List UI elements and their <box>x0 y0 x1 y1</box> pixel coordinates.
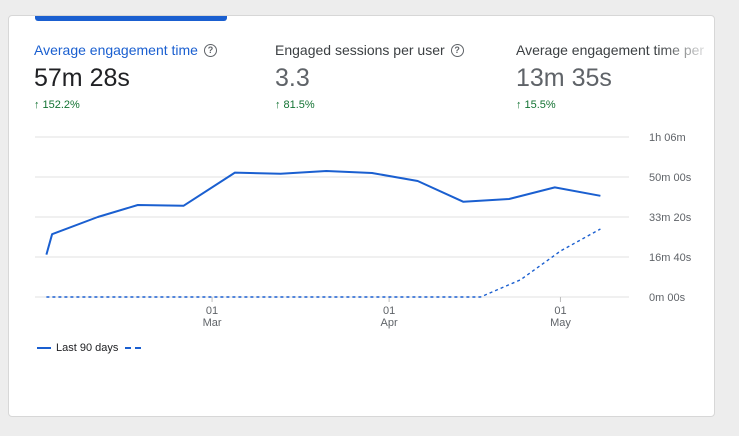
metrics-card: Average engagement time ? 57m 28s ↑ 152.2… <box>8 15 715 417</box>
x-tick-day: 01 <box>554 305 566 317</box>
metric-change: ↑ 81.5% <box>275 99 464 111</box>
arrow-up-icon: ↑ <box>516 99 522 111</box>
metric-value: 57m 28s <box>34 64 130 92</box>
series-line-last-90-days <box>45 170 601 255</box>
metric-change-value: 15.5% <box>524 99 556 111</box>
series-line-dashed <box>46 228 601 298</box>
x-tick-day: 01 <box>383 305 395 317</box>
y-tick-label: 33m 20s <box>649 212 692 224</box>
metric-change-value: 81.5% <box>283 99 315 111</box>
metric-engaged-sessions-per-user[interactable]: Engaged sessions per user ? 3.3 ↑ 81.5% <box>275 42 464 111</box>
x-tick-month: May <box>550 317 571 329</box>
metric-change: ↑ 152.2% <box>34 99 217 111</box>
metric-value: 13m 35s <box>516 64 612 92</box>
metric-average-engagement-time-per[interactable]: Average engagement time per 13m 35s ↑ 15.… <box>516 42 704 111</box>
legend-dashed-swatch <box>125 347 142 349</box>
chart-legend: Last 90 days <box>37 342 142 354</box>
y-tick-label: 0m 00s <box>649 292 686 304</box>
metric-label: Engaged sessions per user ? <box>275 42 464 58</box>
arrow-up-icon: ↑ <box>275 99 281 111</box>
overflow-fade <box>659 36 714 116</box>
metric-value: 3.3 <box>275 64 310 92</box>
arrow-up-icon: ↑ <box>34 99 40 111</box>
metric-change-value: 152.2% <box>42 99 80 111</box>
metric-label: Average engagement time per <box>516 42 704 58</box>
legend-solid-swatch <box>37 347 51 349</box>
metric-label-text: Average engagement time <box>34 42 198 58</box>
metric-average-engagement-time[interactable]: Average engagement time ? 57m 28s ↑ 152.2… <box>34 42 217 111</box>
legend-label: Last 90 days <box>56 342 119 354</box>
y-tick-label: 1h 06m <box>649 132 686 144</box>
metric-label-text: Engaged sessions per user <box>275 42 445 58</box>
x-tick-day: 01 <box>206 305 218 317</box>
metric-change: ↑ 15.5% <box>516 99 704 111</box>
y-tick-label: 50m 00s <box>649 172 692 184</box>
x-tick-month: Apr <box>381 317 398 329</box>
metric-label-text: Average engagement time per <box>516 42 705 58</box>
active-tab-indicator <box>35 16 227 21</box>
x-tick-month: Mar <box>203 317 222 329</box>
help-icon[interactable]: ? <box>203 43 217 57</box>
help-icon[interactable]: ? <box>450 43 464 57</box>
metric-label: Average engagement time ? <box>34 42 217 58</box>
y-tick-label: 16m 40s <box>649 252 692 264</box>
